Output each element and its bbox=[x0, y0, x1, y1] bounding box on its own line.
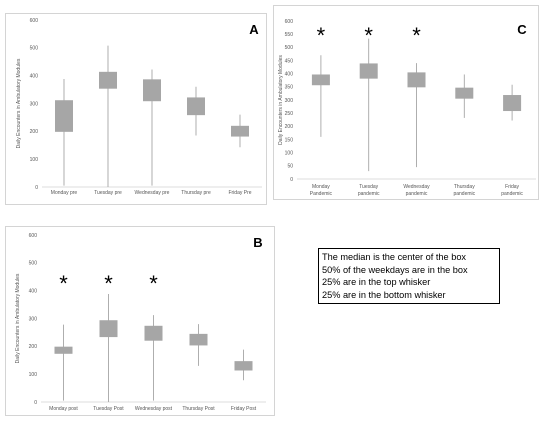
panel-b: 0 100 200 300 400 500 600 Daily Encounters in A… bbox=[5, 226, 275, 416]
significance-star: * bbox=[104, 271, 113, 296]
panel-label: C bbox=[517, 22, 527, 37]
y-tick-label: 600 bbox=[285, 19, 294, 25]
y-tick-label: 500 bbox=[30, 46, 39, 52]
y-tick-label: 400 bbox=[30, 73, 39, 79]
legend-line-3: 25% are in the top whisker bbox=[322, 277, 431, 288]
y-tick-label: 600 bbox=[30, 18, 39, 24]
y-tick-label: 300 bbox=[30, 101, 39, 107]
x-tick-label: Wednesday post bbox=[135, 406, 173, 412]
box bbox=[143, 79, 161, 102]
x-tick-label: Monday post bbox=[49, 406, 78, 412]
y-tick-label: 200 bbox=[285, 124, 294, 130]
significance-star: * bbox=[317, 23, 326, 48]
y-tick-label: 0 bbox=[34, 400, 37, 406]
y-tick-label: 400 bbox=[29, 288, 38, 294]
box bbox=[54, 346, 73, 354]
box bbox=[189, 333, 208, 346]
significance-star: * bbox=[59, 271, 68, 296]
y-tick-label: 300 bbox=[285, 98, 294, 104]
x-tick-label: Monday pre bbox=[51, 190, 78, 196]
y-tick-label: 600 bbox=[29, 233, 38, 239]
legend-line-1: The median is the center of the box bbox=[322, 252, 467, 262]
y-axis-label: Daily Encounters in Ambulatory Modules bbox=[15, 273, 21, 363]
legend-line-2: 50% of the weekdays are in the box bbox=[322, 264, 468, 275]
x-tick-label: Wednesday pre bbox=[135, 190, 170, 196]
x-tick-label: Tuesday Post bbox=[93, 406, 124, 412]
panel-a: 0 100 200 300 400 500 600 Daily Encounters in A… bbox=[5, 13, 267, 205]
y-tick-label: 100 bbox=[285, 150, 294, 156]
x-tick-label: Wednesday pandemic bbox=[403, 184, 430, 197]
significance-star: * bbox=[364, 23, 373, 48]
box bbox=[359, 63, 378, 79]
chart-b: 0 100 200 300 400 500 600 Daily Encounters in A… bbox=[15, 233, 266, 412]
panel-c: 0 50 100 150 200 250 300 350 400 450 500 550 600 Dail… bbox=[273, 5, 539, 200]
x-tick-label: Friday pandemic bbox=[501, 184, 523, 197]
chart-a: 0 100 200 300 400 500 600 Daily Encounters in A… bbox=[16, 18, 262, 196]
box bbox=[311, 74, 330, 86]
box bbox=[455, 87, 474, 99]
y-tick-label: 200 bbox=[30, 129, 39, 135]
box bbox=[55, 100, 73, 132]
y-tick-label: 150 bbox=[285, 137, 294, 143]
y-tick-label: 350 bbox=[285, 85, 294, 91]
y-tick-label: 100 bbox=[29, 372, 38, 378]
box bbox=[234, 361, 253, 371]
y-tick-label: 500 bbox=[285, 45, 294, 51]
panel-label: B bbox=[253, 235, 262, 250]
y-tick-label: 0 bbox=[290, 177, 293, 183]
y-tick-label: 50 bbox=[287, 164, 293, 170]
y-axis-label: Daily Encounters in Ambulatory Modules bbox=[278, 55, 284, 145]
x-tick-label: Tuesday pre bbox=[94, 190, 122, 196]
box bbox=[187, 97, 205, 116]
y-tick-label: 400 bbox=[285, 71, 294, 77]
box bbox=[407, 72, 426, 88]
box bbox=[99, 71, 117, 89]
chart-c: 0 50 100 150 200 250 300 350 400 450 500 550 600 Dail… bbox=[278, 19, 536, 197]
box bbox=[231, 125, 249, 137]
significance-star: * bbox=[412, 23, 421, 48]
y-tick-label: 200 bbox=[29, 344, 38, 350]
x-tick-label: Thursday pandemic bbox=[453, 184, 475, 197]
x-tick-label: Thursday pre bbox=[181, 190, 211, 196]
y-tick-label: 100 bbox=[30, 157, 39, 163]
x-tick-label: Thursday Post bbox=[182, 406, 215, 412]
x-tick-label: Friday Pre bbox=[228, 190, 251, 196]
x-tick-label: Friday Post bbox=[231, 406, 257, 412]
y-tick-label: 450 bbox=[285, 58, 294, 64]
box bbox=[144, 325, 163, 341]
x-tick-label: Monday Pandemic bbox=[310, 184, 333, 197]
legend-box: The median is the center of the box 50% … bbox=[318, 248, 500, 305]
box bbox=[99, 320, 118, 338]
panel-label: A bbox=[249, 22, 259, 37]
y-tick-label: 250 bbox=[285, 111, 294, 117]
y-axis-label: Daily Encounters in Ambulatory Modules bbox=[16, 58, 22, 148]
x-tick-label: Tuesday pandemic bbox=[358, 184, 380, 197]
significance-star: * bbox=[149, 271, 158, 296]
y-tick-label: 500 bbox=[29, 261, 38, 267]
y-tick-label: 550 bbox=[285, 32, 294, 38]
y-tick-label: 300 bbox=[29, 316, 38, 322]
legend-line-4: 25% are in the bottom whisker bbox=[322, 289, 446, 300]
y-tick-label: 0 bbox=[35, 185, 38, 191]
box bbox=[503, 95, 522, 112]
